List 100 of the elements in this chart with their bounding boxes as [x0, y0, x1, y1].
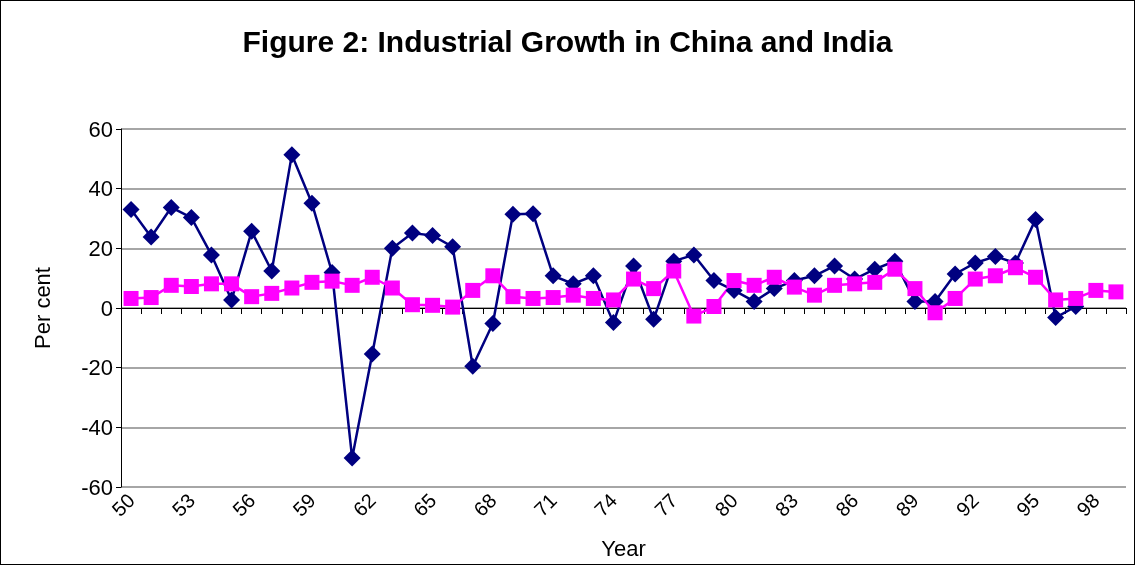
point: [363, 345, 381, 363]
point: [966, 254, 984, 272]
point: [604, 314, 622, 332]
point: [1048, 292, 1064, 308]
point: [585, 290, 601, 306]
x-tick-label: 59: [288, 489, 320, 521]
point: [766, 269, 782, 285]
point: [745, 292, 763, 310]
point: [162, 198, 180, 216]
x-tick-label: 53: [167, 489, 200, 521]
point: [505, 289, 521, 305]
point: [383, 239, 401, 257]
point: [946, 265, 964, 283]
point: [967, 271, 983, 287]
point: [545, 290, 561, 306]
point: [1108, 284, 1124, 300]
x-tick-label: 80: [710, 489, 742, 521]
point: [424, 227, 442, 245]
point: [1047, 309, 1065, 327]
point: [686, 308, 702, 324]
point: [304, 274, 320, 290]
point: [283, 146, 301, 164]
point: [224, 276, 240, 292]
point: [223, 291, 241, 309]
x-tick-label: 74: [589, 489, 622, 521]
point: [364, 269, 380, 285]
point: [907, 281, 923, 297]
point: [524, 205, 542, 223]
point: [123, 290, 139, 306]
point: [1007, 260, 1023, 276]
point: [504, 205, 522, 223]
x-tick-label: 95: [1012, 489, 1044, 521]
x-tick-label: 65: [409, 489, 441, 521]
point: [565, 287, 581, 303]
point: [404, 297, 420, 313]
point: [1027, 210, 1045, 228]
point: [484, 315, 502, 333]
x-tick-label: 92: [951, 489, 984, 521]
y-tick-label: 40: [88, 176, 113, 202]
point: [464, 357, 482, 375]
point: [1088, 282, 1104, 298]
point: [465, 282, 481, 298]
point: [986, 247, 1004, 265]
point: [384, 280, 400, 296]
point: [827, 277, 843, 293]
point: [163, 277, 179, 293]
point: [284, 280, 300, 296]
point: [605, 292, 621, 308]
point: [425, 297, 441, 313]
x-tick-label: 62: [348, 489, 381, 521]
point: [544, 267, 562, 285]
x-tick-label: 68: [469, 489, 501, 521]
point: [705, 272, 723, 290]
x-tick-label: 89: [891, 489, 923, 521]
y-axis-title: Per cent: [29, 267, 55, 349]
point: [485, 268, 501, 284]
point: [867, 274, 883, 290]
point: [143, 290, 159, 306]
point: [685, 246, 703, 264]
point: [584, 267, 602, 285]
point: [343, 449, 361, 467]
x-tick-label: 71: [529, 489, 561, 521]
point: [726, 273, 742, 289]
point: [805, 267, 823, 285]
point: [444, 238, 462, 256]
point: [1068, 290, 1084, 306]
x-tick-label: 77: [650, 489, 682, 521]
point: [987, 268, 1003, 284]
point: [303, 194, 321, 212]
point: [344, 277, 360, 293]
y-tick-label: -40: [81, 414, 113, 440]
y-tick-label: 60: [88, 116, 113, 142]
point: [243, 222, 261, 240]
point: [263, 262, 281, 280]
point: [122, 201, 140, 219]
point: [1028, 269, 1044, 285]
point: [324, 273, 340, 289]
point: [626, 271, 642, 287]
point: [706, 299, 722, 315]
point: [142, 228, 160, 246]
point: [887, 261, 903, 277]
chart-title: Figure 2: Industrial Growth in China and India: [242, 24, 893, 58]
point: [445, 299, 461, 315]
point: [746, 277, 762, 293]
point: [182, 209, 200, 227]
x-tick-label: 56: [228, 489, 260, 521]
x-tick-label: 83: [770, 489, 803, 521]
point: [847, 276, 863, 292]
y-tick-label: 20: [88, 235, 113, 261]
point: [927, 305, 943, 321]
y-tick-label: -60: [81, 474, 113, 500]
point: [806, 287, 822, 303]
x-axis-title: Year: [601, 535, 646, 561]
point: [645, 310, 663, 328]
y-tick-label: 0: [100, 295, 113, 321]
point: [183, 279, 199, 295]
point: [826, 257, 844, 275]
point: [244, 289, 260, 305]
y-tick-label: -20: [81, 355, 113, 381]
point: [947, 290, 963, 306]
